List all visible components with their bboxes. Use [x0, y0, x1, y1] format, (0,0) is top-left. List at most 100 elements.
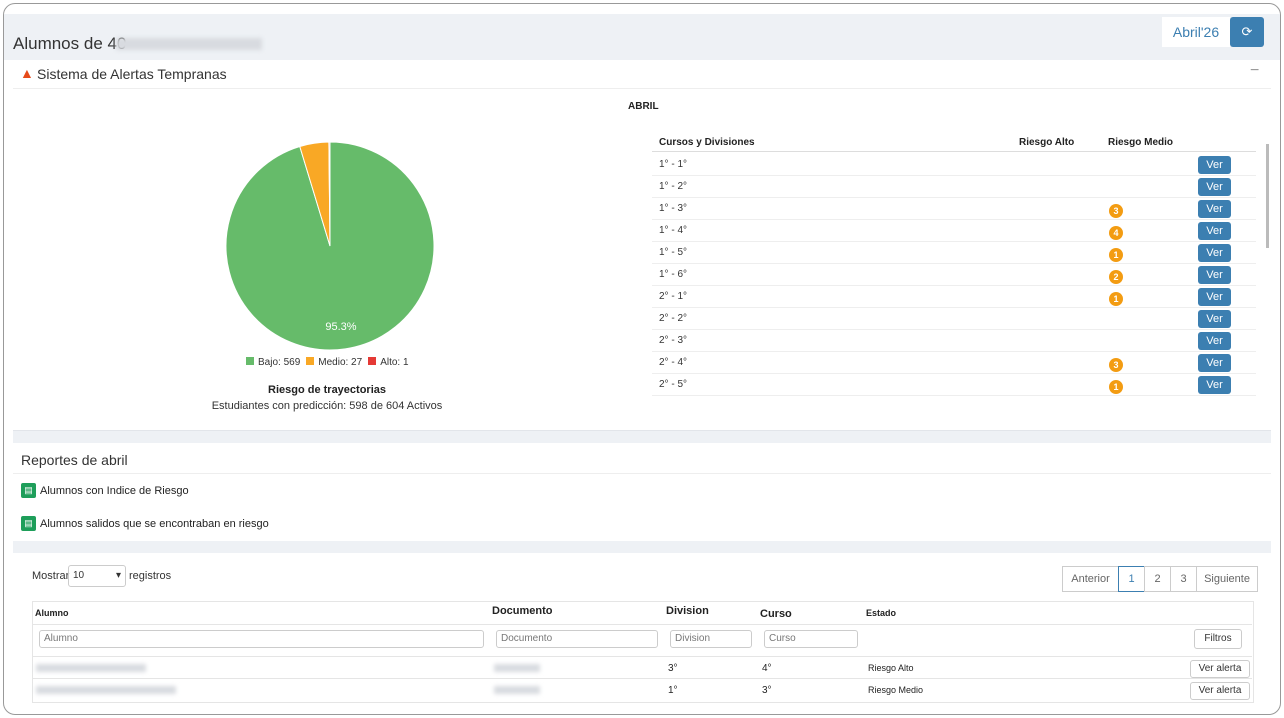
column-header: Division: [666, 605, 709, 617]
divider: [652, 329, 1256, 330]
medium-risk-badge: 1: [1109, 292, 1123, 306]
medium-risk-badge: 1: [1109, 248, 1123, 262]
alerts-title: Sistema de Alertas Tempranas: [37, 66, 227, 82]
view-button[interactable]: Ver: [1198, 266, 1231, 284]
view-button[interactable]: Ver: [1198, 200, 1231, 218]
divider: [652, 263, 1256, 264]
page-button[interactable]: Siguiente: [1196, 566, 1258, 592]
pie-chart: 95.3%: [225, 141, 435, 351]
filter-input[interactable]: Curso: [764, 630, 858, 648]
divider: [652, 219, 1256, 220]
divider: [652, 285, 1256, 286]
page-button[interactable]: Anterior: [1062, 566, 1119, 592]
column-header: Cursos y Divisiones: [659, 137, 755, 148]
course-cell: 2° - 5°: [659, 379, 688, 390]
filter-input[interactable]: Documento: [496, 630, 658, 648]
table-border: [32, 601, 1254, 703]
legend-entry: Alto: 1: [368, 357, 409, 368]
filters-button[interactable]: Filtros: [1194, 629, 1242, 649]
course-table: Cursos y Divisiones Riesgo Alto Riesgo Med…: [648, 129, 1268, 401]
period-button[interactable]: Abril'26: [1162, 17, 1230, 47]
alerts-card: [13, 60, 1271, 431]
view-button[interactable]: Ver: [1198, 178, 1231, 196]
report-link[interactable]: Alumnos salidos que se encontraban en ri…: [40, 518, 269, 530]
course-cell: 1° - 4°: [659, 225, 688, 236]
cell: Riesgo Medio: [868, 685, 924, 695]
pie-title: Riesgo de trayectorias: [268, 384, 386, 396]
scrollbar: [1266, 144, 1269, 248]
course-cell: 1° - 1°: [659, 159, 688, 170]
report-link[interactable]: Alumnos con Indice de Riesgo: [40, 485, 189, 497]
course-cell: 1° - 6°: [659, 269, 688, 280]
page-button[interactable]: 2: [1144, 566, 1171, 592]
divider: [652, 351, 1256, 352]
cell: 1°: [668, 685, 678, 696]
page-button[interactable]: 3: [1170, 566, 1197, 592]
blurred-document: [494, 686, 540, 694]
view-button[interactable]: Ver: [1198, 310, 1231, 328]
pie-legend: Bajo: 569 Medio: 27 Alto: 1: [246, 357, 415, 368]
view-button[interactable]: Ver: [1198, 354, 1231, 372]
cell: 3°: [762, 685, 772, 696]
column-header: Estado: [866, 608, 897, 618]
blurred-name: [36, 664, 146, 672]
column-header: Riesgo Alto: [1019, 137, 1075, 148]
reports-title: Reportes de abril: [21, 452, 128, 468]
column-header: Documento: [492, 605, 553, 617]
records-label: registros: [129, 570, 172, 582]
show-label: Mostrar: [32, 570, 70, 582]
legend-text: Medio: 27: [318, 357, 363, 368]
cell: 4°: [762, 663, 772, 674]
legend-text: Bajo: 569: [258, 357, 301, 368]
collapse-button[interactable]: −: [1250, 62, 1260, 79]
view-button[interactable]: Ver: [1198, 222, 1231, 240]
alert-button[interactable]: Ver alerta: [1190, 682, 1250, 700]
medium-risk-badge: 2: [1109, 270, 1123, 284]
month-label: ABRIL: [628, 101, 659, 112]
page-size-select[interactable]: 10 ▾: [68, 565, 126, 587]
view-button[interactable]: Ver: [1198, 156, 1231, 174]
spacer: [13, 431, 1271, 443]
medium-risk-badge: 4: [1109, 226, 1123, 240]
divider: [13, 473, 1271, 474]
pie-subtitle: Estudiantes con predicción: 598 de 604 A…: [211, 400, 443, 412]
legend-swatch: [246, 357, 254, 365]
filter-input[interactable]: Division: [670, 630, 752, 648]
page-title: Alumnos de 40: [13, 34, 127, 53]
course-cell: 2° - 1°: [659, 291, 688, 302]
view-button[interactable]: Ver: [1198, 288, 1231, 306]
alert-button[interactable]: Ver alerta: [1190, 660, 1250, 678]
slice-label: 95.3%: [325, 321, 356, 333]
page-button[interactable]: 1: [1118, 566, 1145, 592]
divider: [652, 151, 1256, 152]
column-header: Alumno: [35, 608, 69, 618]
view-button[interactable]: Ver: [1198, 332, 1231, 350]
column-header: Curso: [760, 608, 792, 620]
spacer: [13, 541, 1271, 553]
medium-risk-badge: 1: [1109, 380, 1123, 394]
divider: [13, 88, 1271, 89]
page-size: 10: [73, 570, 85, 581]
header-bar: [4, 14, 1280, 60]
view-button[interactable]: Ver: [1198, 244, 1231, 262]
warning-icon: ▲: [20, 65, 34, 81]
filter-input[interactable]: Alumno: [39, 630, 484, 648]
refresh-button[interactable]: ⟳: [1230, 17, 1264, 47]
legend-entry: Medio: 27: [306, 357, 362, 368]
course-cell: 1° - 5°: [659, 247, 688, 258]
blurred-document: [494, 664, 540, 672]
course-cell: 1° - 3°: [659, 203, 688, 214]
medium-risk-badge: 3: [1109, 204, 1123, 218]
view-button[interactable]: Ver: [1198, 376, 1231, 394]
divider: [652, 307, 1256, 308]
divider: [652, 197, 1256, 198]
excel-icon: ▤: [21, 483, 36, 498]
blurred-name: [116, 38, 262, 50]
blurred-name: [36, 686, 176, 694]
divider: [652, 395, 1256, 396]
divider: [33, 678, 1252, 679]
course-cell: 2° - 2°: [659, 313, 688, 324]
column-header: Riesgo Medio: [1108, 137, 1174, 148]
medium-risk-badge: 3: [1109, 358, 1123, 372]
pie-slice: [328, 141, 331, 247]
